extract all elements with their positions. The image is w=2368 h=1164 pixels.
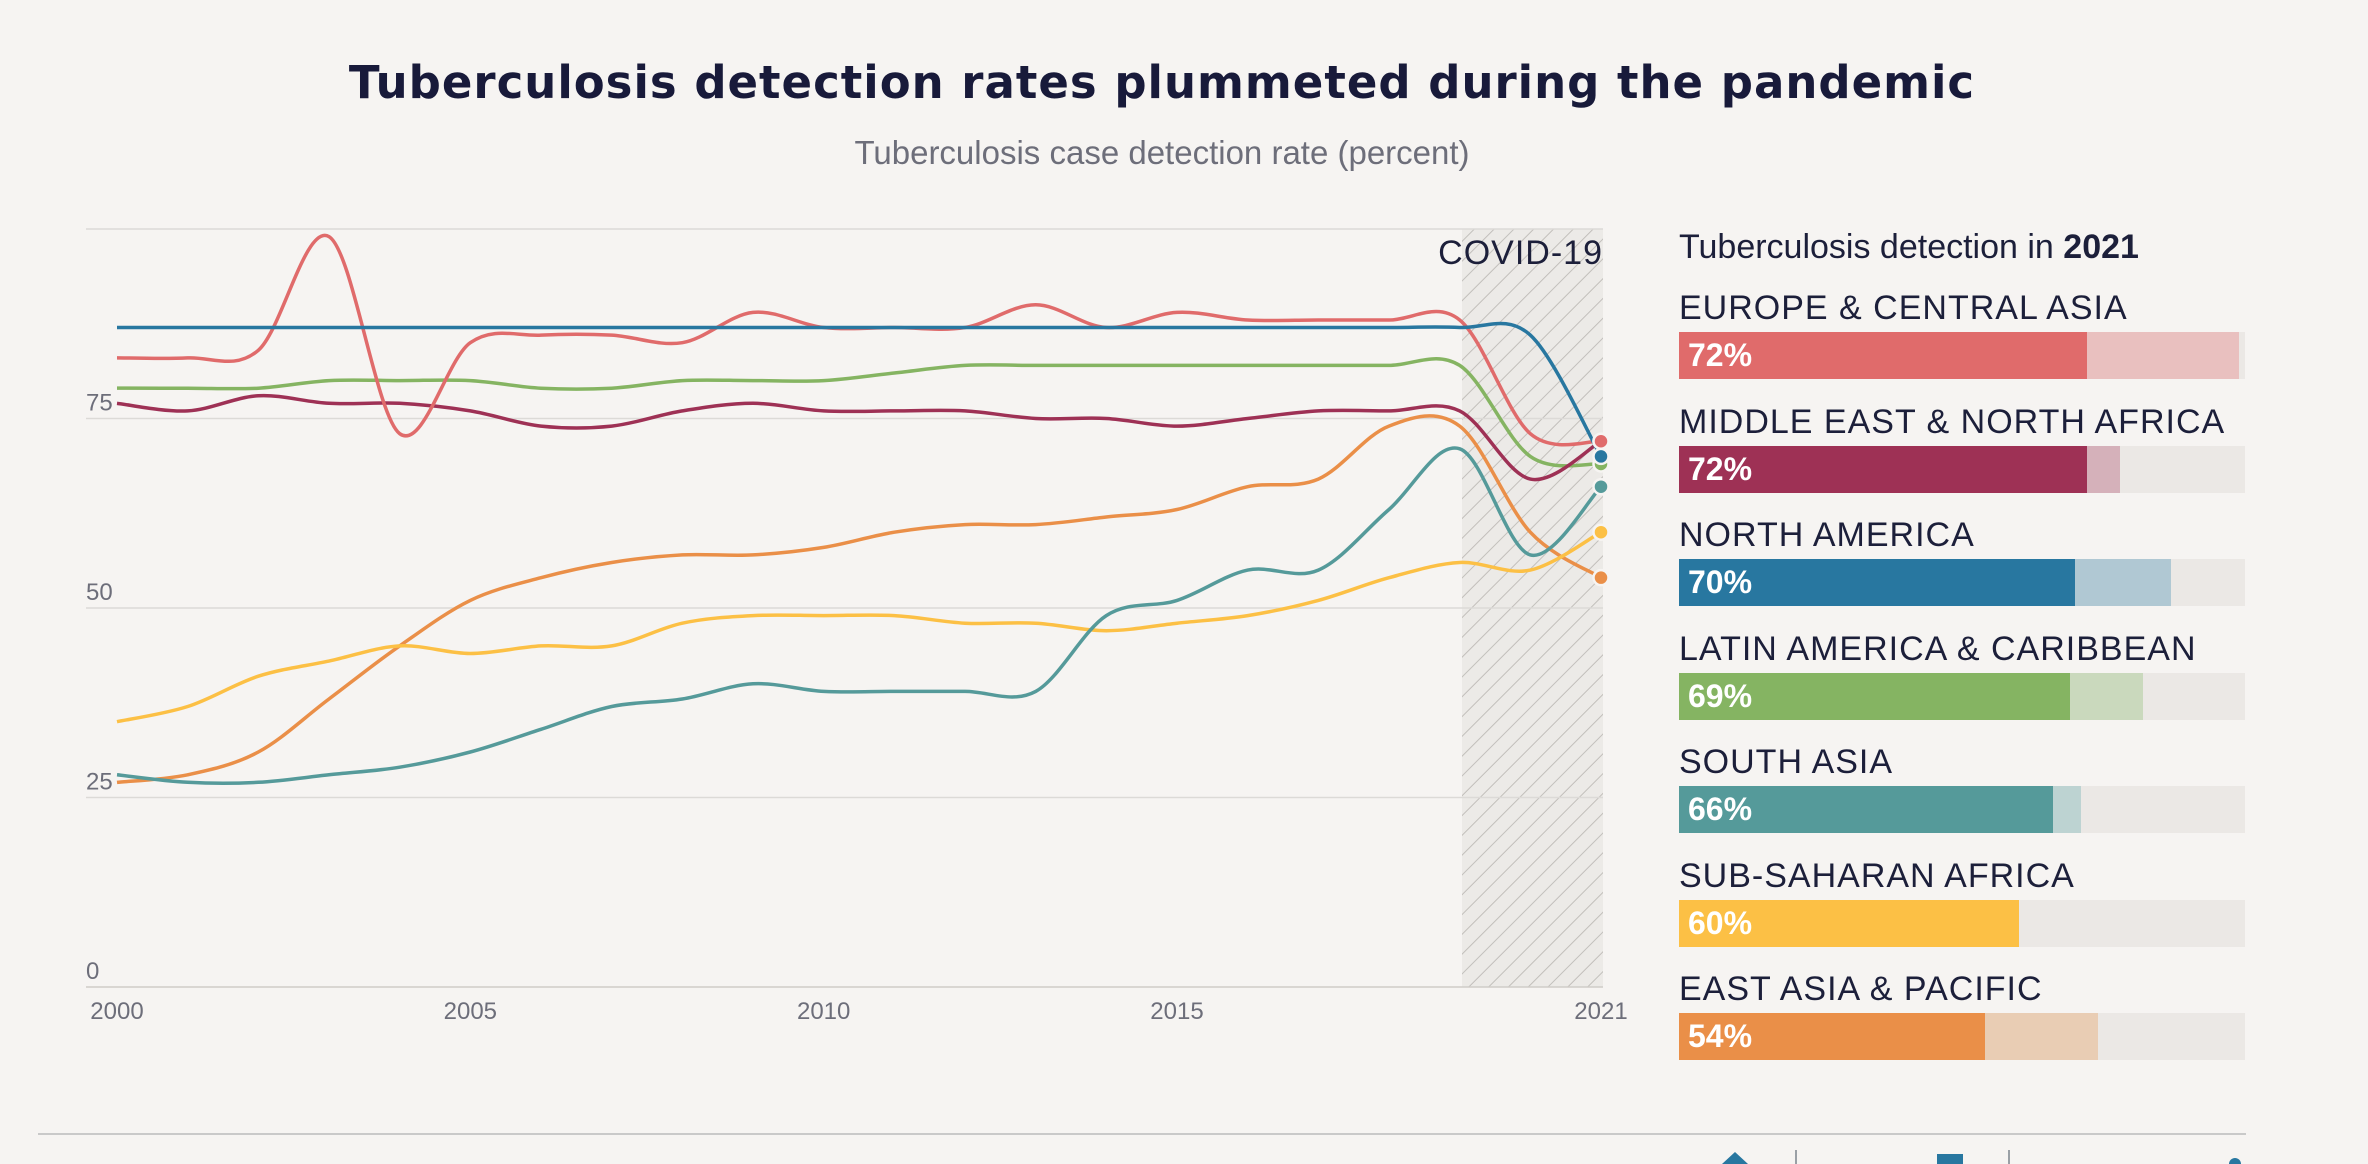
end-dot-south-asia[interactable] (1592, 477, 1610, 496)
legend-panel: Tuberculosis detection in 2021 EUROPE & … (1679, 228, 2247, 1079)
bar-track: 60% (1679, 899, 2245, 947)
bar-value (1679, 1013, 1985, 1060)
legend-row-sub-saharan-africa[interactable]: SUB-SAHARAN AFRICA 60% (1679, 852, 2247, 966)
bar-value-label: 72% (1688, 337, 1753, 373)
bar-track: 69% (1679, 672, 2245, 720)
series-line-east-asia-pacific (116, 414, 1602, 785)
bar-track: 70% (1679, 559, 2245, 606)
bar-track: 72% (1679, 445, 2245, 493)
series-line-europe-central-asia (116, 233, 1602, 447)
legend-title-year: 2021 (2063, 228, 2139, 266)
bar-value-label: 72% (1688, 450, 1753, 487)
legend-row-south-asia[interactable]: SOUTH ASIA 66% (1679, 738, 2247, 852)
region-name: MIDDLE EAST & NORTH AFRICA (1679, 402, 2226, 441)
region-name: SUB-SAHARAN AFRICA (1679, 856, 2075, 895)
region-name: LATIN AMERICA & CARIBBEAN (1679, 629, 2197, 668)
x-tick-label: 2015 (1150, 998, 1203, 1025)
bar-value-label: 60% (1688, 904, 1753, 941)
x-tick-label: 2005 (444, 998, 497, 1025)
bar-value (1679, 332, 2087, 379)
series-line-south-asia (116, 446, 1603, 786)
end-dot-east-asia-pacific[interactable] (1592, 568, 1610, 587)
y-tick-label: 25 (86, 769, 113, 796)
end-dot-europe-central-asia[interactable] (1592, 432, 1610, 450)
x-tick-label: 2000 (90, 998, 143, 1025)
region-name: NORTH AMERICA (1679, 516, 1975, 554)
legend-row-east-asia-pacific[interactable]: EAST ASIA & PACIFIC 54% (1679, 965, 2247, 1079)
legend-row-europe-central-asia[interactable]: EUROPE & CENTRAL ASIA 72% (1679, 284, 2247, 398)
series-line-sub-saharan-africa (116, 530, 1602, 724)
y-tick-label: 50 (86, 579, 113, 606)
bar-track: 54% (1679, 1013, 2245, 1060)
footer-separator-2 (2008, 1150, 2010, 1164)
bar-value-label: 70% (1688, 564, 1753, 600)
legend-title-prefix: Tuberculosis detection in (1679, 228, 2064, 266)
bar-value (1679, 786, 2053, 833)
bar-value (1679, 445, 2087, 493)
region-name: EAST ASIA & PACIFIC (1679, 970, 2043, 1008)
series-line-north-america (116, 321, 1603, 458)
legend-title: Tuberculosis detection in 2021 (1679, 228, 2247, 284)
legend-row-latin-america-caribbean[interactable]: LATIN AMERICA & CARIBBEAN 69% (1679, 625, 2247, 739)
bar-value-label: 54% (1688, 1018, 1753, 1054)
bar-track: 66% (1679, 786, 2245, 833)
y-tick-label: 0 (86, 958, 99, 985)
bar-value (1679, 672, 2070, 720)
chart-subtitle: Tuberculosis case detection rate (percen… (854, 134, 1470, 171)
region-name: EUROPE & CENTRAL ASIA (1679, 289, 2128, 327)
bar-value-label: 66% (1688, 791, 1753, 827)
x-tick-label: 2021 (1574, 998, 1627, 1025)
download-icon[interactable] (1935, 1150, 1965, 1164)
end-dot-north-america[interactable] (1592, 447, 1610, 466)
chart-title: Tuberculosis detection rates plummeted d… (348, 56, 1976, 109)
covid-label: COVID-19 (1438, 234, 1603, 272)
x-tick-label: 2010 (797, 998, 850, 1025)
bar-value (1679, 559, 2076, 606)
series-line-latin-america-caribbean (116, 356, 1602, 468)
bar-value (1679, 899, 2019, 947)
bar-track: 72% (1679, 332, 2245, 379)
footer-separator (1795, 1150, 1797, 1164)
legend-row-middle-east-north-africa[interactable]: MIDDLE EAST & NORTH AFRICA 72% (1679, 398, 2247, 512)
share-icon[interactable] (1720, 1150, 1750, 1164)
footer-divider (38, 1133, 2246, 1135)
info-icon[interactable] (2220, 1150, 2250, 1164)
legend-row-north-america[interactable]: NORTH AMERICA 70% (1679, 511, 2247, 625)
line-chart: COVID-19 0 25 50 75 2000 2005 2010 2015 2021 (86, 228, 1628, 1025)
series-line-middle-east-north-africa (116, 393, 1602, 482)
end-dot-sub-saharan-africa[interactable] (1592, 523, 1610, 541)
region-name: SOUTH ASIA (1679, 743, 1894, 781)
bar-value-label: 69% (1688, 677, 1753, 714)
y-tick-label: 75 (86, 390, 113, 417)
